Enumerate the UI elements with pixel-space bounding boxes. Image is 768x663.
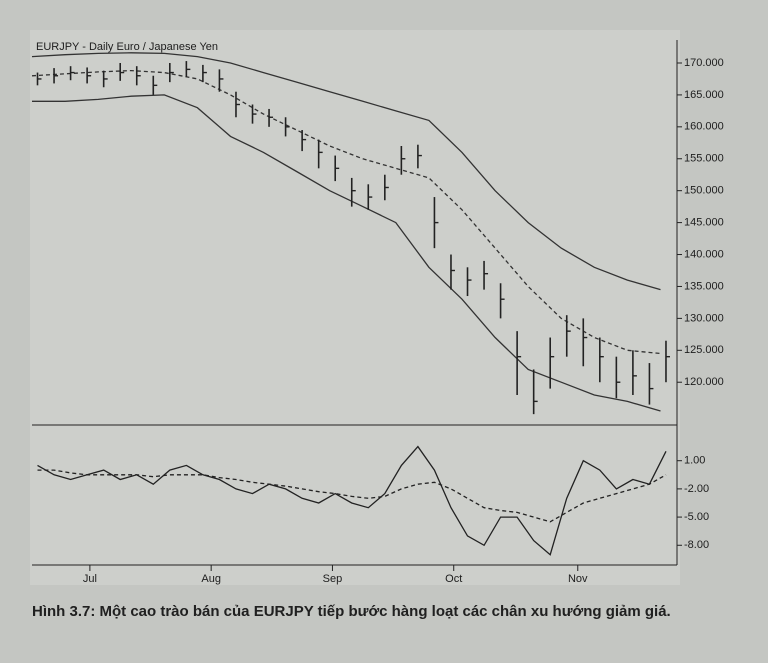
chart-background xyxy=(30,30,680,585)
y-tick-label: 1.00 xyxy=(684,455,705,467)
x-tick-label: Sep xyxy=(323,573,343,585)
figure-caption: Hình 3.7: Một cao trào bán của EURJPY ti… xyxy=(32,603,671,620)
y-tick-label: 120.000 xyxy=(684,376,724,388)
y-tick-label: -8.00 xyxy=(684,539,709,551)
y-tick-label: 150.000 xyxy=(684,185,724,197)
band-line xyxy=(31,69,661,355)
band-line xyxy=(31,52,661,291)
y-tick-label: 155.000 xyxy=(684,153,724,165)
y-tick-label: 125.000 xyxy=(684,344,724,356)
x-tick-label: Oct xyxy=(445,573,462,585)
y-tick-label: -2.00 xyxy=(684,483,709,495)
y-tick-label: 145.000 xyxy=(684,217,724,229)
chart-title: EURJPY - Daily Euro / Japanese Yen xyxy=(36,41,218,53)
oscillator-line xyxy=(37,469,667,523)
oscillator-line xyxy=(37,445,667,556)
x-tick-label: Nov xyxy=(568,573,588,585)
x-tick-label: Jul xyxy=(83,573,97,585)
y-tick-label: 140.000 xyxy=(684,248,724,260)
y-tick-label: 135.000 xyxy=(684,280,724,292)
x-tick-label: Aug xyxy=(201,573,221,585)
band-line xyxy=(32,94,661,412)
y-tick-label: 170.000 xyxy=(684,57,724,69)
y-tick-label: 165.000 xyxy=(684,89,724,101)
y-tick-label: 130.000 xyxy=(684,312,724,324)
y-tick-label: 160.000 xyxy=(684,121,724,133)
y-tick-label: -5.00 xyxy=(684,511,709,523)
